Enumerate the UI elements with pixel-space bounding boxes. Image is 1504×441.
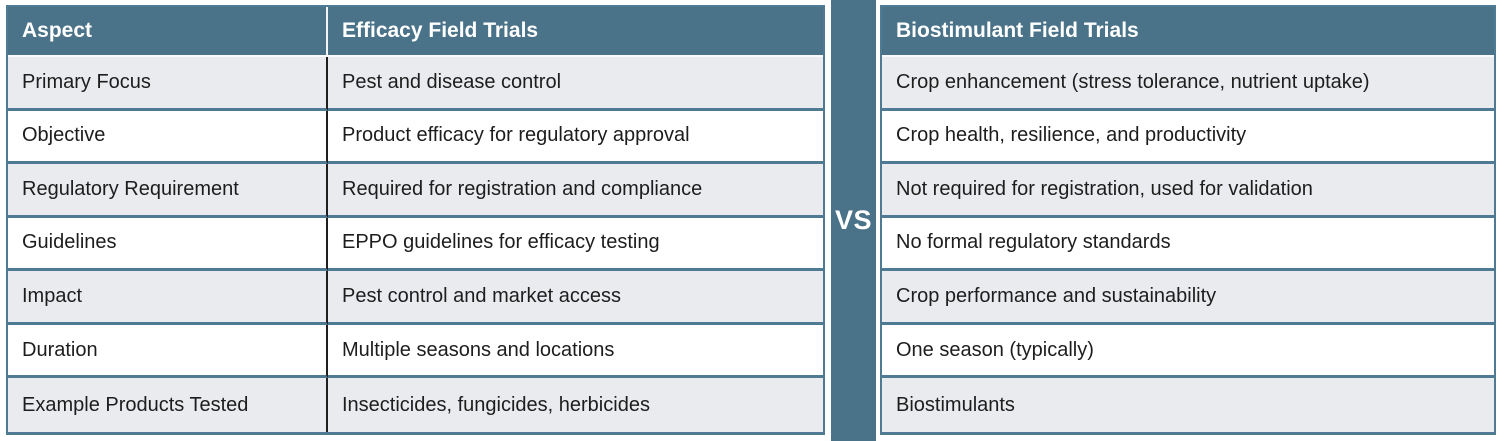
aspect-cell: Duration xyxy=(8,324,328,379)
column-header-biostimulant: Biostimulant Field Trials xyxy=(882,7,1494,57)
efficacy-cell: Pest and disease control xyxy=(328,57,823,111)
vs-divider-bar: VS xyxy=(831,0,876,441)
efficacy-cell: EPPO guidelines for efficacy testing xyxy=(328,217,823,272)
efficacy-cell: Insecticides, fungicides, herbicides xyxy=(328,378,823,432)
aspect-cell: Guidelines xyxy=(8,217,328,272)
aspect-cell: Regulatory Requirement xyxy=(8,164,328,218)
vs-label: VS xyxy=(834,205,873,235)
aspect-cell: Primary Focus xyxy=(8,57,328,111)
efficacy-cell: Required for registration and compliance xyxy=(328,164,823,218)
aspect-cell: Example Products Tested xyxy=(8,378,328,432)
column-header-aspect: Aspect xyxy=(8,7,328,57)
biostimulant-cell: No formal regulatory standards xyxy=(882,217,1494,272)
biostimulant-cell: One season (typically) xyxy=(882,324,1494,379)
efficacy-table: Aspect Efficacy Field Trials Primary Foc… xyxy=(6,5,825,435)
column-header-efficacy: Efficacy Field Trials xyxy=(328,7,823,57)
efficacy-cell: Multiple seasons and locations xyxy=(328,324,823,379)
biostimulant-cell: Crop performance and sustainability xyxy=(882,271,1494,325)
efficacy-cell: Product efficacy for regulatory approval xyxy=(328,110,823,165)
aspect-cell: Impact xyxy=(8,271,328,325)
biostimulant-cell: Crop health, resilience, and productivit… xyxy=(882,110,1494,165)
biostimulant-cell: Not required for registration, used for … xyxy=(882,164,1494,218)
biostimulant-cell: Crop enhancement (stress tolerance, nutr… xyxy=(882,57,1494,111)
aspect-cell: Objective xyxy=(8,110,328,165)
efficacy-cell: Pest control and market access xyxy=(328,271,823,325)
biostimulant-table: Biostimulant Field Trials Crop enhanceme… xyxy=(880,5,1496,435)
biostimulant-cell: Biostimulants xyxy=(882,378,1494,432)
